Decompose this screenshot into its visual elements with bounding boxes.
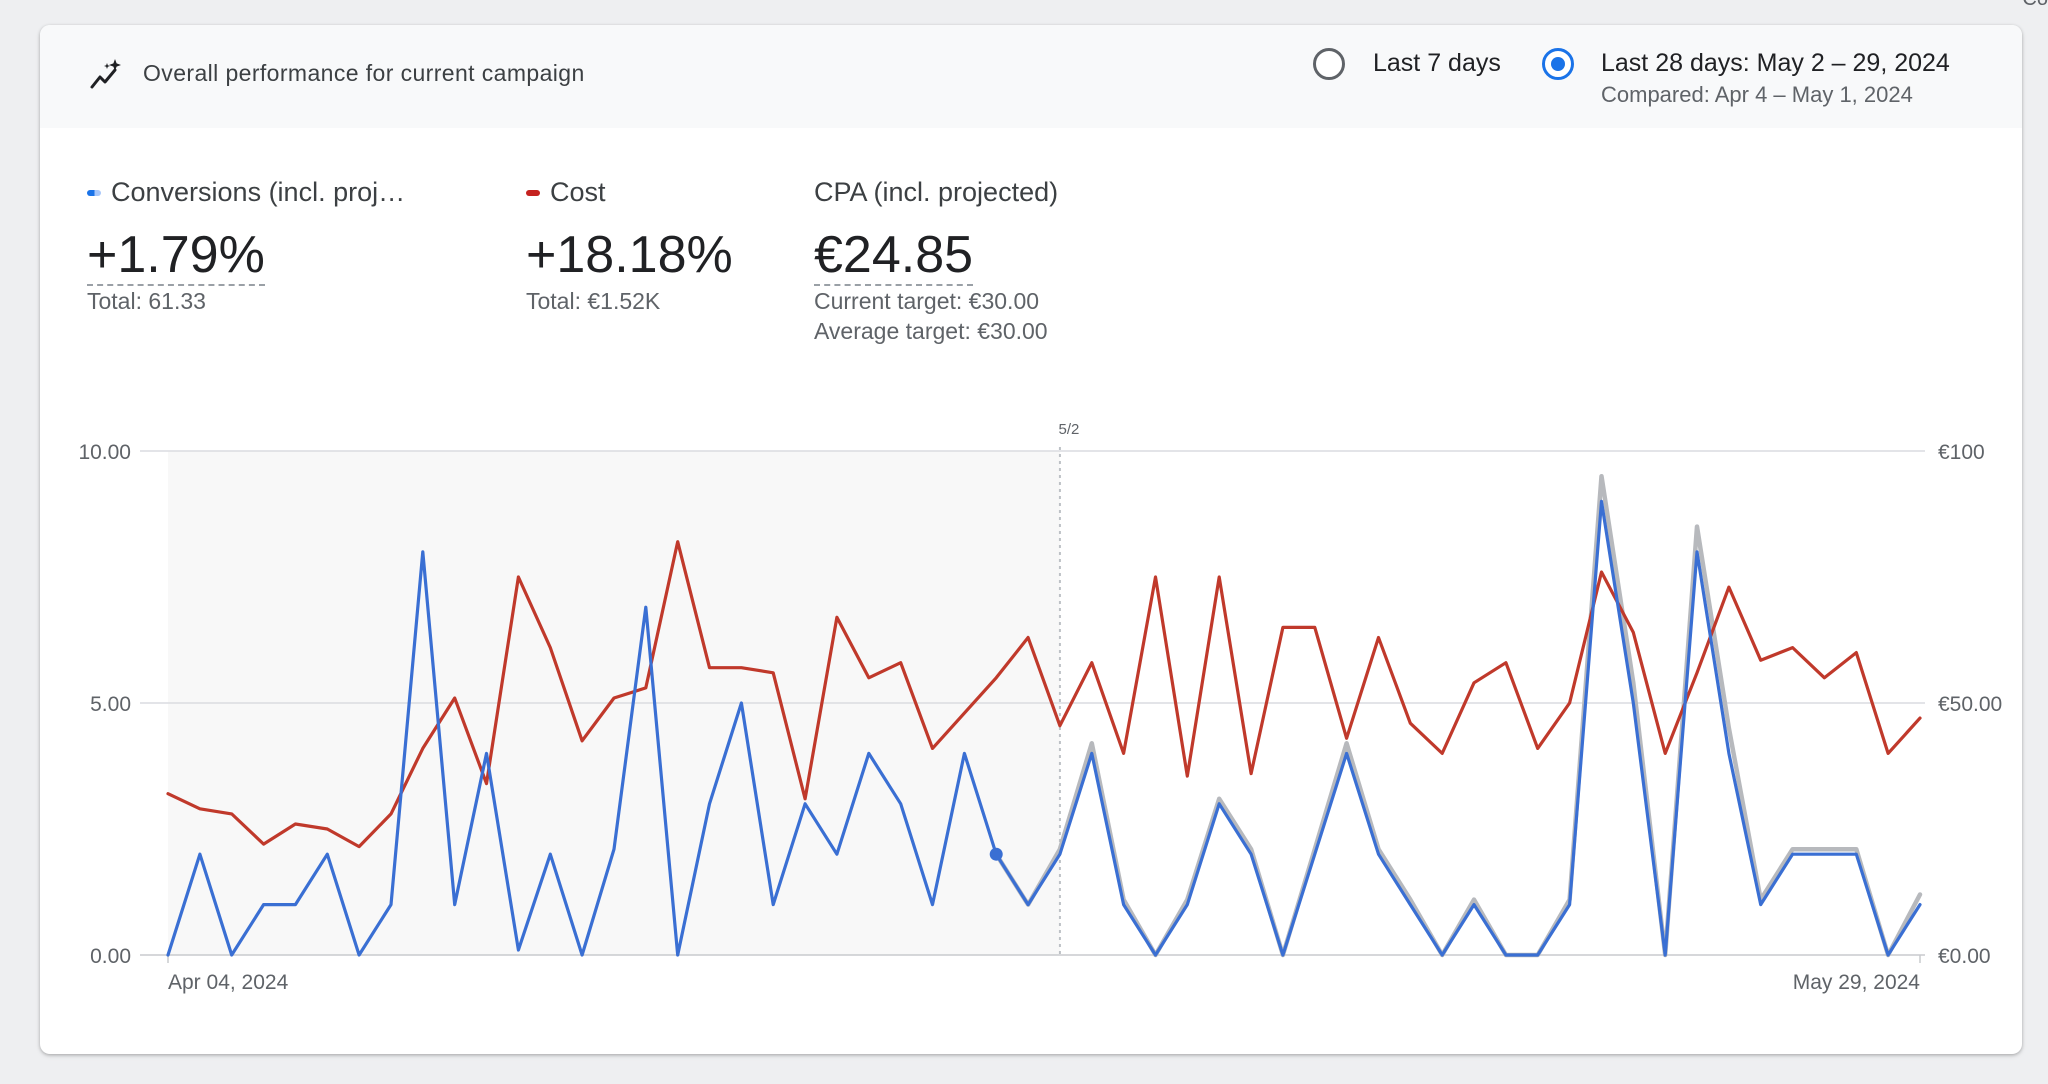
- metric-cost-total: Total: €1.52K: [526, 288, 661, 314]
- metric-cost-label-row: Cost: [526, 177, 733, 208]
- y-right-tick-label: €0.00: [1938, 945, 1991, 968]
- corner-cutoff-text: Co: [2022, 0, 2048, 11]
- y-left-tick-label: 0.00: [90, 945, 131, 968]
- metric-cost[interactable]: Cost +18.18% Total: €1.52K: [526, 177, 733, 316]
- metric-cpa-label-row: CPA (incl. projected): [814, 177, 1058, 208]
- metric-cpa-average-target: Average target: €30.00: [814, 318, 1048, 344]
- metric-conversions-total: Total: 61.33: [87, 288, 206, 314]
- metric-cpa-value: €24.85: [814, 226, 974, 286]
- y-left-tick-label: 5.00: [90, 693, 131, 716]
- metric-conversions-value: +1.79%: [87, 226, 265, 286]
- highlight-data-point: [989, 847, 1003, 861]
- legend-swatch-red: [526, 189, 540, 196]
- series-line-cost: [166, 540, 1922, 849]
- metric-conversions[interactable]: Conversions (incl. proj… +1.79% Total: 6…: [87, 177, 405, 316]
- x-tick-label-start: Apr 04, 2024: [168, 971, 289, 994]
- y-right-tick-label: €100: [1938, 441, 1985, 464]
- sparkle-trend-icon: [90, 59, 121, 89]
- metric-cost-name: Cost: [550, 177, 606, 207]
- card-title: Overall performance for current campaign: [143, 60, 585, 86]
- metric-conversions-label-row: Conversions (incl. proj…: [87, 177, 405, 208]
- radio-last-28-days[interactable]: [1542, 48, 1574, 80]
- radio-last-7-days[interactable]: [1313, 48, 1345, 80]
- range-compared-label: Compared: Apr 4 – May 1, 2024: [1601, 82, 1913, 107]
- metric-conversions-name: Conversions (incl. proj…: [111, 177, 406, 207]
- metric-cpa-name: CPA (incl. projected): [814, 177, 1059, 207]
- y-left-tick-label: 10.00: [78, 441, 131, 464]
- y-right-tick-label: €50.00: [1938, 693, 2002, 716]
- metric-cpa-current-target: Current target: €30.00: [814, 288, 1040, 314]
- metric-cost-value: +18.18%: [526, 226, 733, 284]
- metric-cpa[interactable]: CPA (incl. projected) €24.85 Current tar…: [814, 177, 1058, 346]
- legend-swatch-blue: [87, 189, 101, 196]
- range-label-7-days[interactable]: Last 7 days: [1373, 49, 1501, 77]
- card-header: Overall performance for current campaign…: [40, 25, 2022, 128]
- performance-card: Overall performance for current campaign…: [40, 25, 2022, 1054]
- x-tick-label-end: May 29, 2024: [1793, 971, 1921, 994]
- range-label-28-days[interactable]: Last 28 days: May 2 – 29, 2024: [1601, 49, 1950, 77]
- period-divider-label: 5/2: [1058, 421, 1079, 438]
- performance-line-chart[interactable]: 10.00 €100 5.00 €50.00 0.00 €0.00 5/2 Apr 04, 2…: [40, 25, 2022, 1054]
- series-line-conversions: [166, 499, 1922, 957]
